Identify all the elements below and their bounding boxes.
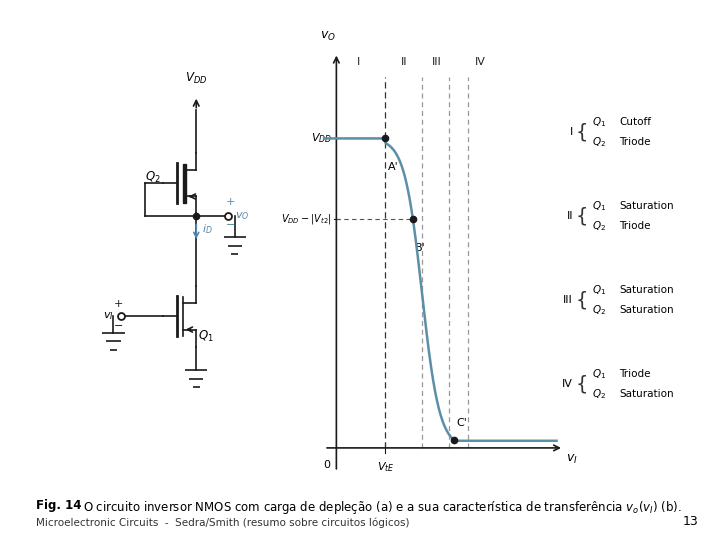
Text: $V_{DD}$: $V_{DD}$ xyxy=(311,132,332,145)
Text: C': C' xyxy=(456,418,467,428)
Text: {: { xyxy=(576,291,588,309)
Text: I: I xyxy=(357,57,360,68)
Text: {: { xyxy=(576,206,588,225)
Text: $V_{tE}$: $V_{tE}$ xyxy=(377,460,394,474)
Text: III: III xyxy=(563,295,573,305)
Text: {: { xyxy=(576,122,588,141)
Text: Cutoff: Cutoff xyxy=(619,117,651,127)
Text: 0: 0 xyxy=(323,460,330,470)
Text: A': A' xyxy=(388,162,398,172)
Text: B': B' xyxy=(415,243,426,253)
Text: IV: IV xyxy=(562,379,573,389)
Text: Saturation: Saturation xyxy=(619,285,674,295)
Text: +: + xyxy=(226,198,235,207)
Text: $Q_1$: $Q_1$ xyxy=(198,329,214,344)
Text: $Q_2$: $Q_2$ xyxy=(145,170,161,185)
Text: $Q_2$: $Q_2$ xyxy=(592,303,606,317)
Text: 13: 13 xyxy=(683,515,698,528)
Text: $v_I$: $v_I$ xyxy=(103,310,114,322)
Text: $V_{DD}$: $V_{DD}$ xyxy=(185,71,207,86)
Text: III: III xyxy=(432,57,441,68)
Text: II: II xyxy=(400,57,407,68)
Text: Saturation: Saturation xyxy=(619,305,674,315)
Text: Triode: Triode xyxy=(619,137,651,147)
Text: $Q_1$: $Q_1$ xyxy=(592,115,606,129)
Bar xyxy=(182,164,186,202)
Text: $v_O$: $v_O$ xyxy=(320,30,336,43)
Text: {: { xyxy=(576,375,588,394)
Text: $-$: $-$ xyxy=(225,218,235,228)
Text: $v_I$: $v_I$ xyxy=(567,453,578,467)
Text: II: II xyxy=(567,211,573,221)
Text: $-$: $-$ xyxy=(113,319,123,329)
Text: $Q_1$: $Q_1$ xyxy=(592,367,606,381)
Text: $v_O$: $v_O$ xyxy=(235,210,249,222)
Text: Triode: Triode xyxy=(619,369,651,379)
Text: +: + xyxy=(114,299,123,309)
Text: $Q_1$: $Q_1$ xyxy=(592,283,606,297)
Text: $Q_1$: $Q_1$ xyxy=(592,199,606,213)
Text: $Q_2$: $Q_2$ xyxy=(592,219,606,233)
Text: Triode: Triode xyxy=(619,221,651,231)
Text: $Q_2$: $Q_2$ xyxy=(592,135,606,148)
Text: $Q_2$: $Q_2$ xyxy=(592,387,606,401)
Text: $V_{DD} - |V_{t2}|$: $V_{DD} - |V_{t2}|$ xyxy=(282,212,332,226)
Text: O circuito inversor NMOS com carga de depleção (a) e a sua característica de tra: O circuito inversor NMOS com carga de de… xyxy=(83,500,682,516)
Text: $i_D$: $i_D$ xyxy=(202,222,212,235)
Text: I: I xyxy=(570,127,573,137)
Text: IV: IV xyxy=(475,57,486,68)
Text: Saturation: Saturation xyxy=(619,389,674,399)
Text: Saturation: Saturation xyxy=(619,201,674,211)
Text: Fig. 14: Fig. 14 xyxy=(36,500,81,512)
Text: Microelectronic Circuits  -  Sedra/Smith (resumo sobre circuitos lógicos): Microelectronic Circuits - Sedra/Smith (… xyxy=(36,518,410,528)
